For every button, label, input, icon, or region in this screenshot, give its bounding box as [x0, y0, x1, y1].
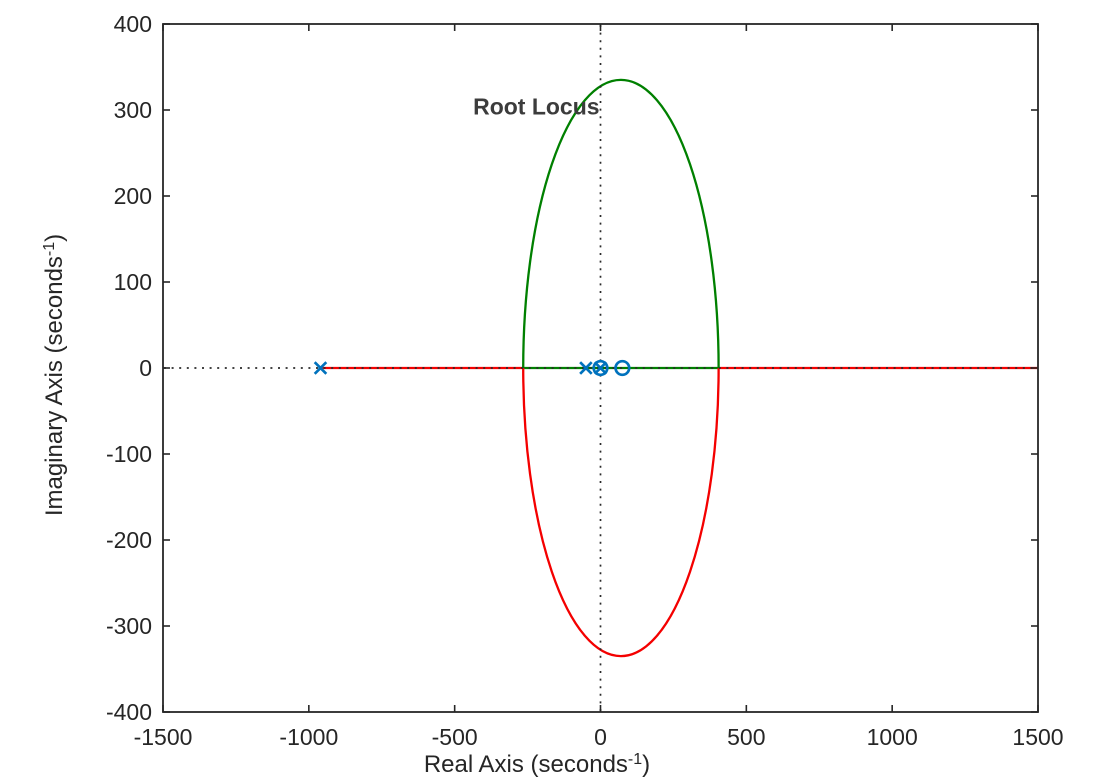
y-tick-label: -200 — [106, 527, 152, 553]
y-axis-label-base: Imaginary Axis (seconds — [41, 256, 68, 516]
y-tick-label: 300 — [114, 97, 152, 123]
y-tick-label: 0 — [139, 355, 152, 381]
locus-branch-lower-complex-branch — [522, 367, 720, 658]
plot-border — [162, 23, 1039, 713]
y-axis-label-superscript: -1 — [41, 242, 58, 256]
x-axis-label-base: Real Axis (seconds — [424, 751, 628, 778]
y-tick-label: 100 — [114, 269, 152, 295]
pole-zero-markers — [313, 359, 631, 377]
y-tick-label: 400 — [114, 11, 152, 37]
x-tick-label: -1500 — [134, 724, 193, 750]
x-tick-label: -1000 — [279, 724, 338, 750]
y-tick-label: -400 — [106, 699, 152, 725]
pole-marker — [579, 361, 593, 375]
x-axis-label-close: ) — [642, 751, 650, 778]
y-axis-label-close: ) — [41, 234, 68, 242]
x-axis-label: Real Axis (seconds-1) — [424, 751, 650, 778]
axis-tick-labels: -1500 -1000 -500 0 500 1000 1500-400-300-200-1… — [106, 11, 1064, 750]
x-tick-label: 0 — [594, 724, 607, 750]
zero-marker — [592, 359, 609, 377]
x-tick-label: 1000 — [867, 724, 918, 750]
y-tick-label: -100 — [106, 441, 152, 467]
y-axis-label: Imaginary Axis (seconds-1) — [41, 234, 68, 516]
chart-title: Root Locus — [473, 94, 600, 120]
x-axis-label-superscript: -1 — [628, 751, 642, 768]
y-tick-label: -300 — [106, 613, 152, 639]
pole-marker — [313, 361, 328, 375]
x-tick-label: 500 — [727, 724, 765, 750]
x-tick-label: -500 — [432, 724, 478, 750]
y-tick-label: 200 — [114, 183, 152, 209]
locus-branch-upper-complex-branch — [522, 78, 720, 369]
zero-marker — [614, 359, 631, 377]
x-tick-label: 1500 — [1012, 724, 1063, 750]
